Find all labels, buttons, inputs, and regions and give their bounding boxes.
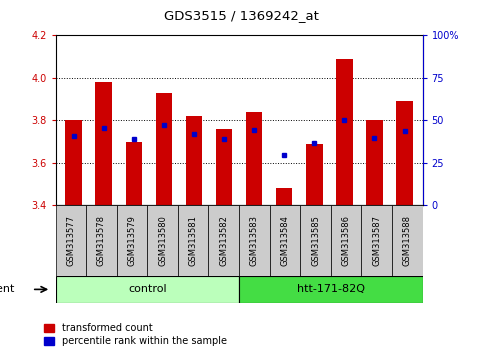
Bar	[276, 188, 293, 205]
Text: GSM313584: GSM313584	[281, 215, 289, 266]
Bar	[246, 112, 262, 205]
Bar	[209, 205, 239, 276]
Text: agent: agent	[0, 284, 14, 295]
Bar	[361, 205, 392, 276]
Bar	[300, 205, 331, 276]
Bar	[156, 93, 172, 205]
Text: GSM313583: GSM313583	[250, 215, 259, 266]
Bar	[117, 205, 147, 276]
Text: GSM313579: GSM313579	[128, 215, 137, 266]
Text: GSM313585: GSM313585	[311, 215, 320, 266]
Bar	[331, 205, 361, 276]
Bar	[392, 205, 423, 276]
Bar	[96, 82, 112, 205]
Text: GSM313586: GSM313586	[341, 215, 351, 266]
Bar	[396, 101, 413, 205]
Text: GSM313578: GSM313578	[97, 215, 106, 266]
Bar	[239, 205, 270, 276]
Legend: transformed count, percentile rank within the sample: transformed count, percentile rank withi…	[43, 322, 228, 347]
Bar	[56, 276, 239, 303]
Bar	[147, 205, 178, 276]
Bar	[126, 142, 142, 205]
Bar	[185, 116, 202, 205]
Text: GSM313588: GSM313588	[403, 215, 412, 266]
Bar	[86, 205, 117, 276]
Bar	[239, 276, 423, 303]
Text: GSM313580: GSM313580	[158, 215, 167, 266]
Bar	[65, 120, 82, 205]
Text: htt-171-82Q: htt-171-82Q	[297, 284, 365, 295]
Text: GSM313577: GSM313577	[66, 215, 75, 266]
Bar	[178, 205, 209, 276]
Bar	[336, 59, 353, 205]
Text: GDS3515 / 1369242_at: GDS3515 / 1369242_at	[164, 9, 319, 22]
Text: control: control	[128, 284, 167, 295]
Bar	[270, 205, 300, 276]
Bar	[306, 144, 323, 205]
Bar	[366, 120, 383, 205]
Text: GSM313587: GSM313587	[372, 215, 381, 266]
Text: GSM313582: GSM313582	[219, 215, 228, 266]
Bar	[216, 129, 232, 205]
Bar	[56, 205, 86, 276]
Text: GSM313581: GSM313581	[189, 215, 198, 266]
